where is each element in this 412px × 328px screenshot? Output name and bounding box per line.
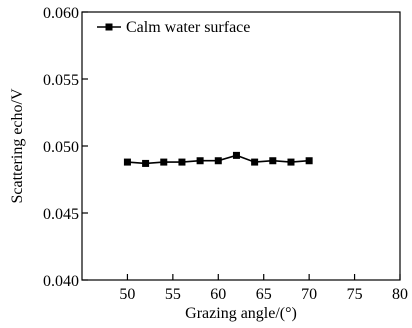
legend-marker-swatch xyxy=(105,23,113,31)
data-point-marker xyxy=(251,158,259,166)
data-point-marker xyxy=(142,159,150,167)
data-point-marker xyxy=(214,157,222,165)
y-tick-label: 0.055 xyxy=(43,72,79,89)
y-axis-ticks: 0.040 0.045 0.050 0.055 0.060 xyxy=(43,5,88,290)
x-tick-label: 55 xyxy=(165,286,181,303)
x-tick-label: 70 xyxy=(301,286,317,303)
x-tick-label: 60 xyxy=(210,286,226,303)
y-tick-label: 0.045 xyxy=(43,206,79,223)
data-point-marker xyxy=(232,151,240,159)
plot-area-border xyxy=(81,11,401,281)
legend-label: Calm water surface xyxy=(126,19,250,36)
x-tick-label: 75 xyxy=(347,286,363,303)
x-axis-ticks: 50 55 60 65 70 75 80 xyxy=(119,274,408,303)
y-tick-label: 0.040 xyxy=(43,273,79,290)
x-tick-label: 80 xyxy=(392,286,408,303)
data-point-marker xyxy=(196,157,204,165)
y-tick-label: 0.050 xyxy=(43,139,79,156)
data-point-marker xyxy=(123,158,131,166)
data-point-marker xyxy=(287,158,295,166)
y-axis-label: Scattering echo/V xyxy=(9,88,26,204)
y-tick-label: 0.060 xyxy=(43,5,79,22)
x-tick-label: 65 xyxy=(256,286,272,303)
legend: Calm water surface xyxy=(97,19,250,36)
data-point-marker xyxy=(305,157,313,165)
x-tick-label: 50 xyxy=(119,286,135,303)
series-layer xyxy=(123,151,313,167)
plot-frame xyxy=(81,11,401,281)
data-point-marker xyxy=(160,158,168,166)
data-point-marker xyxy=(269,157,277,165)
x-axis-label: Grazing angle/(°) xyxy=(185,305,297,322)
data-point-marker xyxy=(178,158,186,166)
